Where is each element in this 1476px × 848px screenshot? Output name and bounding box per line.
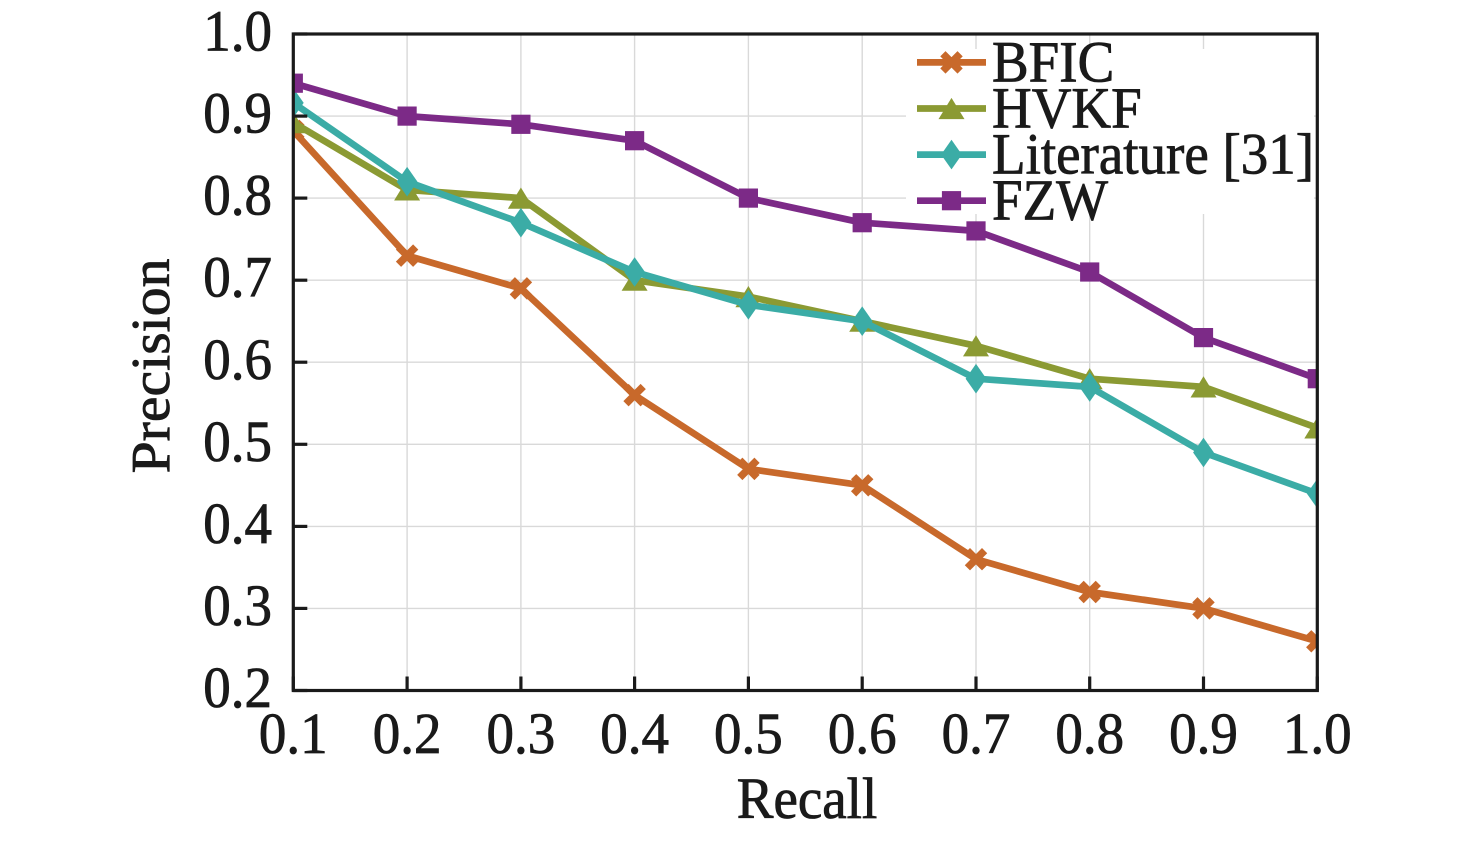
svg-text:0.9: 0.9 xyxy=(1169,703,1238,766)
svg-text:0.2: 0.2 xyxy=(203,657,272,720)
svg-text:0.7: 0.7 xyxy=(942,703,1011,766)
svg-text:0.1: 0.1 xyxy=(259,703,328,766)
svg-text:0.6: 0.6 xyxy=(203,329,272,392)
svg-text:Recall: Recall xyxy=(737,768,877,831)
svg-text:BFIC: BFIC xyxy=(992,31,1114,94)
svg-text:0.8: 0.8 xyxy=(203,164,272,227)
svg-text:0.4: 0.4 xyxy=(203,493,272,556)
svg-text:0.2: 0.2 xyxy=(373,703,442,766)
svg-text:0.7: 0.7 xyxy=(203,247,272,310)
svg-text:0.8: 0.8 xyxy=(1055,703,1124,766)
svg-text:Literature [31]: Literature [31] xyxy=(992,123,1314,186)
svg-text:0.5: 0.5 xyxy=(714,703,783,766)
svg-text:0.3: 0.3 xyxy=(203,575,272,638)
svg-text:0.6: 0.6 xyxy=(828,703,897,766)
svg-text:1.0: 1.0 xyxy=(203,0,272,63)
svg-text:Precision: Precision xyxy=(121,259,181,474)
svg-text:0.4: 0.4 xyxy=(600,703,669,766)
svg-text:FZW: FZW xyxy=(992,170,1109,233)
svg-text:1.0: 1.0 xyxy=(1283,703,1352,766)
svg-text:0.9: 0.9 xyxy=(203,82,272,145)
svg-text:0.3: 0.3 xyxy=(487,703,556,766)
svg-text:0.5: 0.5 xyxy=(203,411,272,474)
svg-text:HVKF: HVKF xyxy=(992,77,1142,140)
